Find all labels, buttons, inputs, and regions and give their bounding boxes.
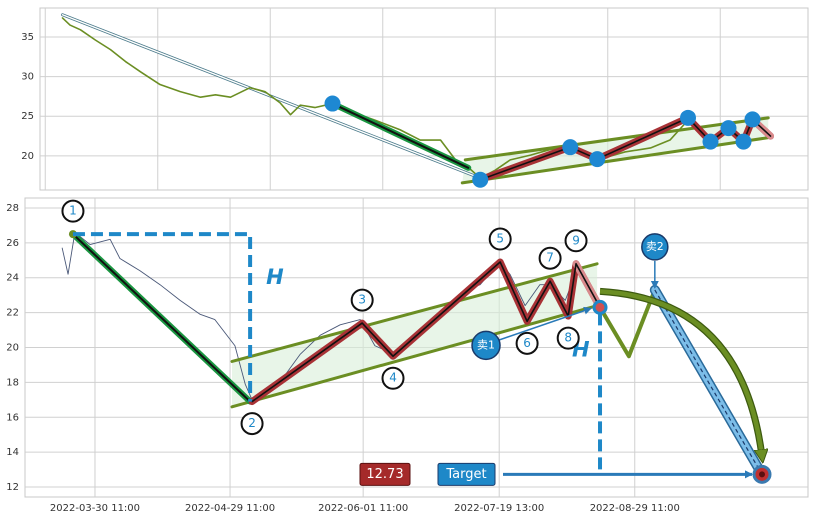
wave-label: 3 [358, 293, 366, 307]
y-tick-label: 35 [21, 32, 34, 43]
pivot-marker [702, 133, 719, 150]
price-box [359, 462, 411, 486]
target-box [437, 462, 496, 486]
y-tick-label: 30 [21, 72, 34, 83]
sell-label: 卖1 [477, 338, 495, 351]
channel-line [230, 304, 599, 409]
sell-marker [471, 330, 501, 361]
pivot-marker [680, 109, 696, 126]
wave-marker [538, 246, 562, 270]
pivot-marker [472, 171, 489, 188]
y-tick-label: 14 [6, 447, 19, 458]
target-price: 12.73 [366, 467, 403, 482]
channel-line [230, 262, 599, 363]
pivot-marker [720, 120, 737, 137]
wave-label: 4 [389, 371, 397, 385]
y-tick-label: 20 [21, 151, 34, 162]
wave-label: 7 [546, 251, 554, 265]
y-tick-label: 25 [21, 111, 34, 122]
curved-arrow [599, 289, 762, 456]
zigzag-core [251, 261, 601, 403]
y-tick-label: 16 [6, 412, 19, 423]
y-tick-label: 12 [6, 482, 19, 493]
projection-line [598, 289, 657, 359]
target-point-core [758, 471, 765, 478]
wave-label: 8 [564, 331, 572, 345]
wave-label: 2 [248, 416, 256, 430]
y-tick-label: 26 [6, 238, 19, 249]
plot-frame [39, 7, 809, 191]
price-line [61, 17, 754, 179]
wave-marker [381, 366, 405, 390]
y-tick-label: 22 [6, 308, 19, 319]
breakout-point [592, 299, 608, 315]
downtrend-core [71, 233, 252, 403]
wave-marker [515, 331, 539, 355]
wave-label: 1 [69, 204, 77, 218]
wave-marker [564, 229, 588, 253]
x-tick-label: 2022-07-19 13:00 [454, 503, 544, 514]
sell-arrow [497, 306, 592, 342]
y-tick-label: 24 [6, 273, 19, 284]
pivot-marker [735, 133, 752, 150]
pivot-marker [744, 111, 761, 128]
wave-marker [61, 199, 85, 223]
wave-marker [240, 412, 264, 436]
wave-marker [556, 326, 580, 350]
y-tick-label: 28 [6, 203, 19, 214]
pivot-marker [562, 139, 579, 156]
y-tick-label: 20 [6, 343, 19, 354]
channel-line [463, 116, 770, 162]
price-line [61, 231, 601, 401]
sell-label: 卖2 [646, 240, 664, 253]
wave-marker [488, 227, 512, 251]
wave-marker [350, 288, 374, 312]
height-measure [72, 232, 253, 402]
y-tick-label: 18 [6, 377, 19, 388]
pivot-marker [324, 95, 341, 112]
downtrend-core [331, 102, 470, 169]
x-tick-label: 2022-08-29 11:00 [590, 503, 680, 514]
x-tick-label: 2022-06-01 11:00 [318, 503, 408, 514]
sell-marker [641, 233, 669, 261]
target-label: Target [445, 467, 486, 482]
pivot-marker [589, 151, 606, 168]
wave-label: 9 [572, 233, 580, 247]
projection-drop-core [654, 289, 763, 475]
wave-label: 6 [523, 336, 531, 350]
wave-label: 5 [496, 232, 504, 246]
x-tick-label: 2022-03-30 11:00 [50, 503, 140, 514]
x-tick-label: 2022-04-29 11:00 [185, 503, 275, 514]
height-label: H [266, 265, 284, 289]
